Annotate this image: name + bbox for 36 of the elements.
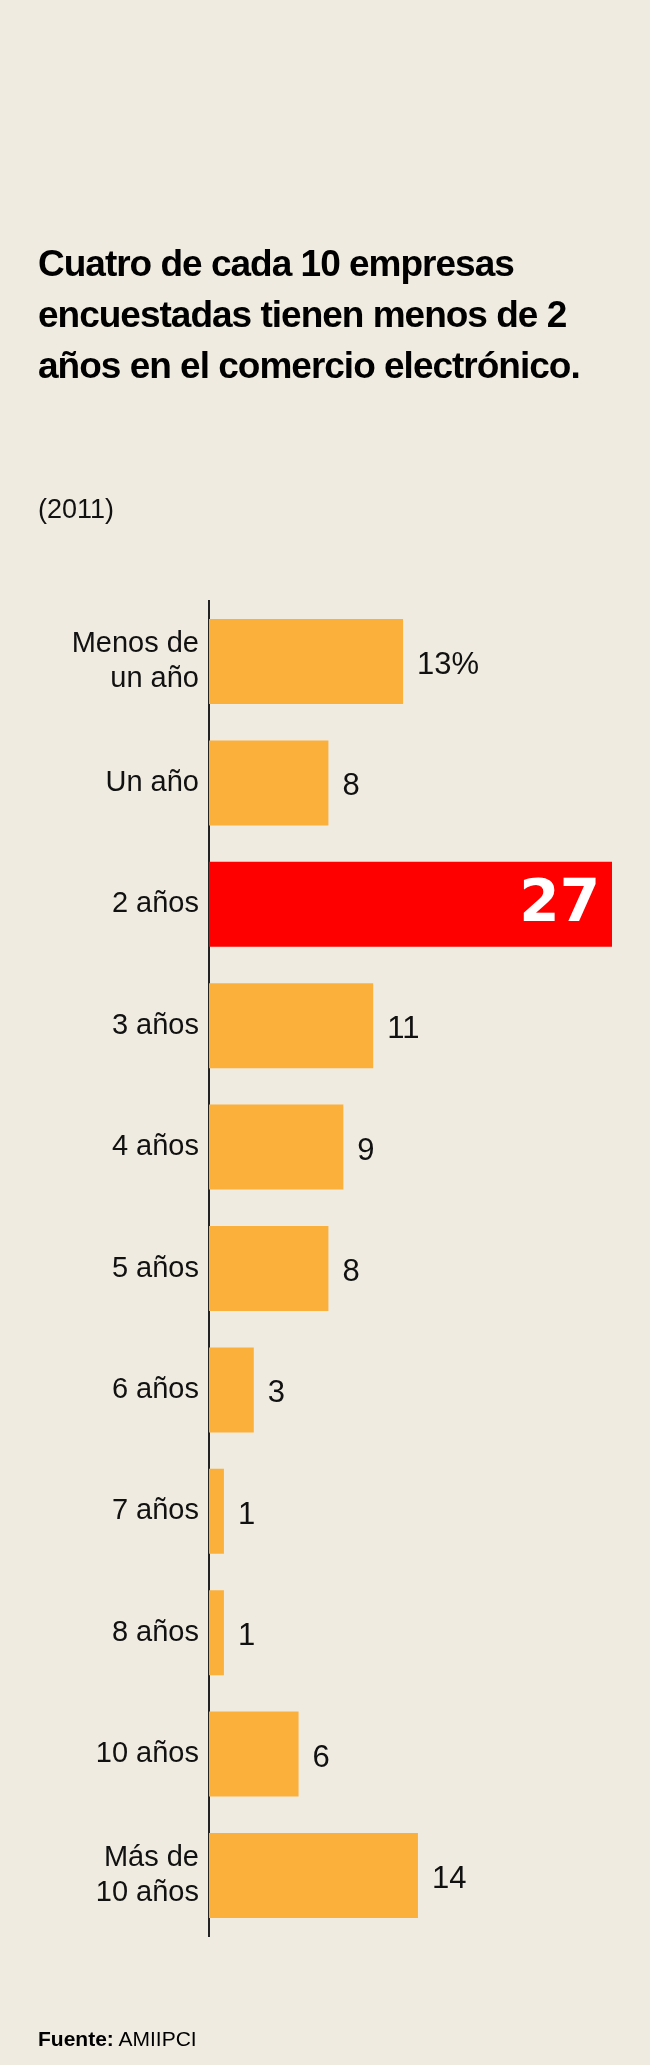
bar [209, 1104, 344, 1190]
bar [209, 619, 404, 704]
y-tick-label: 10 años [95, 1736, 199, 1769]
y-tick-label: 3 años [111, 1007, 199, 1040]
y-tick-label: 4 años [111, 1129, 199, 1162]
y-tick-label: 6 años [111, 1371, 199, 1404]
data-label: 8 [342, 767, 360, 803]
y-tick-label: Un año [105, 764, 199, 797]
data-label: 6 [312, 1738, 330, 1774]
data-label: 3 [267, 1374, 286, 1410]
bar [209, 1833, 418, 1918]
bar [209, 1468, 224, 1554]
bar [209, 1711, 299, 1797]
bar [209, 740, 329, 826]
bar [209, 1226, 329, 1311]
y-tick-label: 7 años [111, 1493, 199, 1526]
bar [209, 983, 374, 1069]
data-label: 9 [357, 1131, 375, 1167]
data-label: 8 [342, 1253, 360, 1289]
y-tick-label: 8 años [111, 1614, 199, 1647]
y-tick-label: Menos de un año [71, 626, 199, 693]
data-label: 27 [519, 867, 600, 936]
y-tick-label: 2 años [111, 886, 199, 919]
bar [209, 1347, 254, 1433]
source-note: Fuente: AMIIPCI [38, 2027, 197, 2051]
data-label: 13% [417, 646, 480, 682]
bar [209, 861, 612, 947]
chart-title: Cuatro de cada 10 empresas encuestadas tienen menos de 2 años en el comercio electrónico. [38, 242, 581, 388]
data-label: 14 [431, 1860, 467, 1896]
bar [209, 1590, 224, 1676]
data-label: 11 [387, 1010, 420, 1046]
data-label: 1 [237, 1495, 256, 1531]
y-tick-label: Más de 10 años [95, 1840, 199, 1907]
chart-subtitle: (2011) [38, 494, 115, 525]
data-label: 1 [237, 1617, 256, 1653]
y-tick-label: 5 años [111, 1250, 199, 1283]
